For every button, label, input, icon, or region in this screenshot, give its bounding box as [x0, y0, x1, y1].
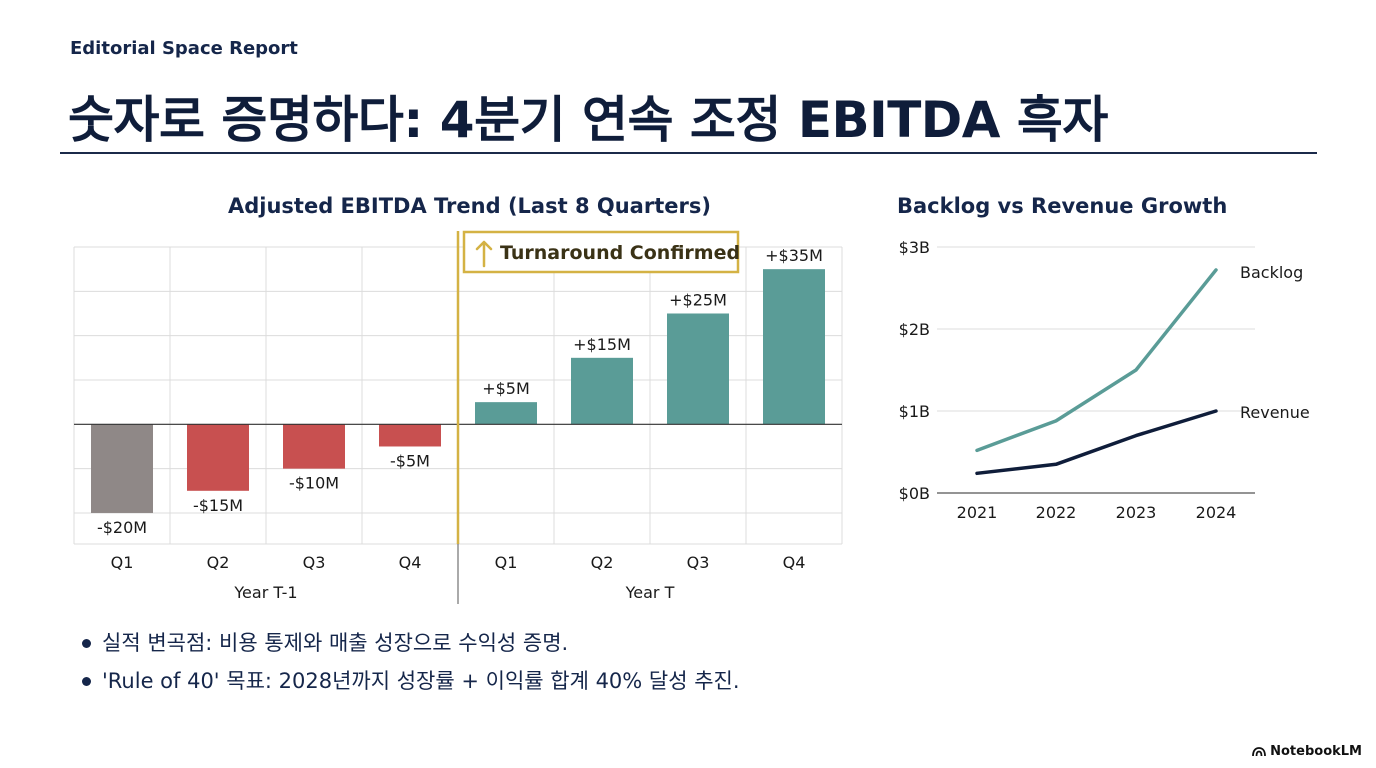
bar: [91, 424, 153, 513]
x-tick-label: Q1: [495, 553, 518, 572]
x-tick-label: Q4: [783, 553, 806, 572]
bar-data-label: -$20M: [97, 518, 147, 537]
bar: [283, 424, 345, 469]
brand-label: NotebookLM: [1270, 744, 1362, 759]
group-label: Year T: [625, 583, 675, 602]
x-tick-label: 2023: [1116, 503, 1157, 522]
growth-chart-title: Backlog vs Revenue Growth: [897, 194, 1228, 218]
bullet-text: 'Rule of 40' 목표: 2028년까지 성장률 + 이익률 합계 40…: [102, 669, 740, 693]
x-tick-label: Q2: [207, 553, 230, 572]
group-label: Year T-1: [233, 583, 297, 602]
brand-badge: NotebookLM: [1252, 744, 1362, 759]
x-tick-label: 2024: [1196, 503, 1237, 522]
bar-data-label: +$15M: [573, 335, 631, 354]
bar-data-label: -$15M: [193, 496, 243, 515]
bar-data-label: +$5M: [482, 379, 530, 398]
bar: [379, 424, 441, 447]
x-tick-label: Q3: [303, 553, 326, 572]
bullet-list: 실적 변곡점: 비용 통제와 매출 성장으로 수익성 증명. 'Rule of …: [80, 626, 740, 702]
notebooklm-logo-icon: [1252, 746, 1267, 756]
y-tick-label: $0B: [899, 484, 930, 503]
x-tick-label: 2021: [957, 503, 998, 522]
series-line-backlog: [975, 268, 1218, 453]
page-title: 숫자로 증명하다: 4분기 연속 조정 EBITDA 흑자: [68, 91, 1108, 149]
bar: [667, 313, 729, 425]
ebitda-chart-title: Adjusted EBITDA Trend (Last 8 Quarters): [228, 194, 711, 218]
bar-data-label: -$10M: [289, 474, 339, 493]
x-tick-label: Q1: [111, 553, 134, 572]
bar: [475, 402, 537, 425]
x-tick-label: 2022: [1036, 503, 1077, 522]
y-tick-label: $2B: [899, 320, 930, 339]
report-kicker: Editorial Space Report: [70, 38, 298, 59]
bullet-item: 실적 변곡점: 비용 통제와 매출 성장으로 수익성 증명.: [80, 626, 740, 664]
x-tick-label: Q2: [591, 553, 614, 572]
x-tick-label: Q4: [399, 553, 422, 572]
bullet-text: 실적 변곡점: 비용 통제와 매출 성장으로 수익성 증명.: [102, 631, 569, 655]
bar-data-label: +$35M: [765, 246, 823, 265]
bar-data-label: -$5M: [390, 451, 430, 470]
series-label-backlog: Backlog: [1240, 263, 1303, 282]
x-tick-label: Q3: [687, 553, 710, 572]
bar: [571, 357, 633, 425]
title-divider: [60, 152, 1317, 154]
series-label-revenue: Revenue: [1240, 403, 1310, 422]
bullet-dot-icon: [82, 677, 91, 686]
series-line-revenue: [975, 409, 1218, 476]
turnaround-callout-box: [462, 230, 740, 274]
y-tick-label: $3B: [899, 238, 930, 257]
bar-data-label: +$25M: [669, 290, 727, 309]
bullet-item: 'Rule of 40' 목표: 2028년까지 성장률 + 이익률 합계 40…: [80, 664, 740, 702]
bar: [187, 424, 249, 491]
bar: [763, 269, 825, 425]
y-tick-label: $1B: [899, 402, 930, 421]
arrow-up-icon: [475, 240, 493, 268]
bullet-dot-icon: [82, 639, 91, 648]
turnaround-callout-label: Turnaround Confirmed: [500, 242, 740, 264]
